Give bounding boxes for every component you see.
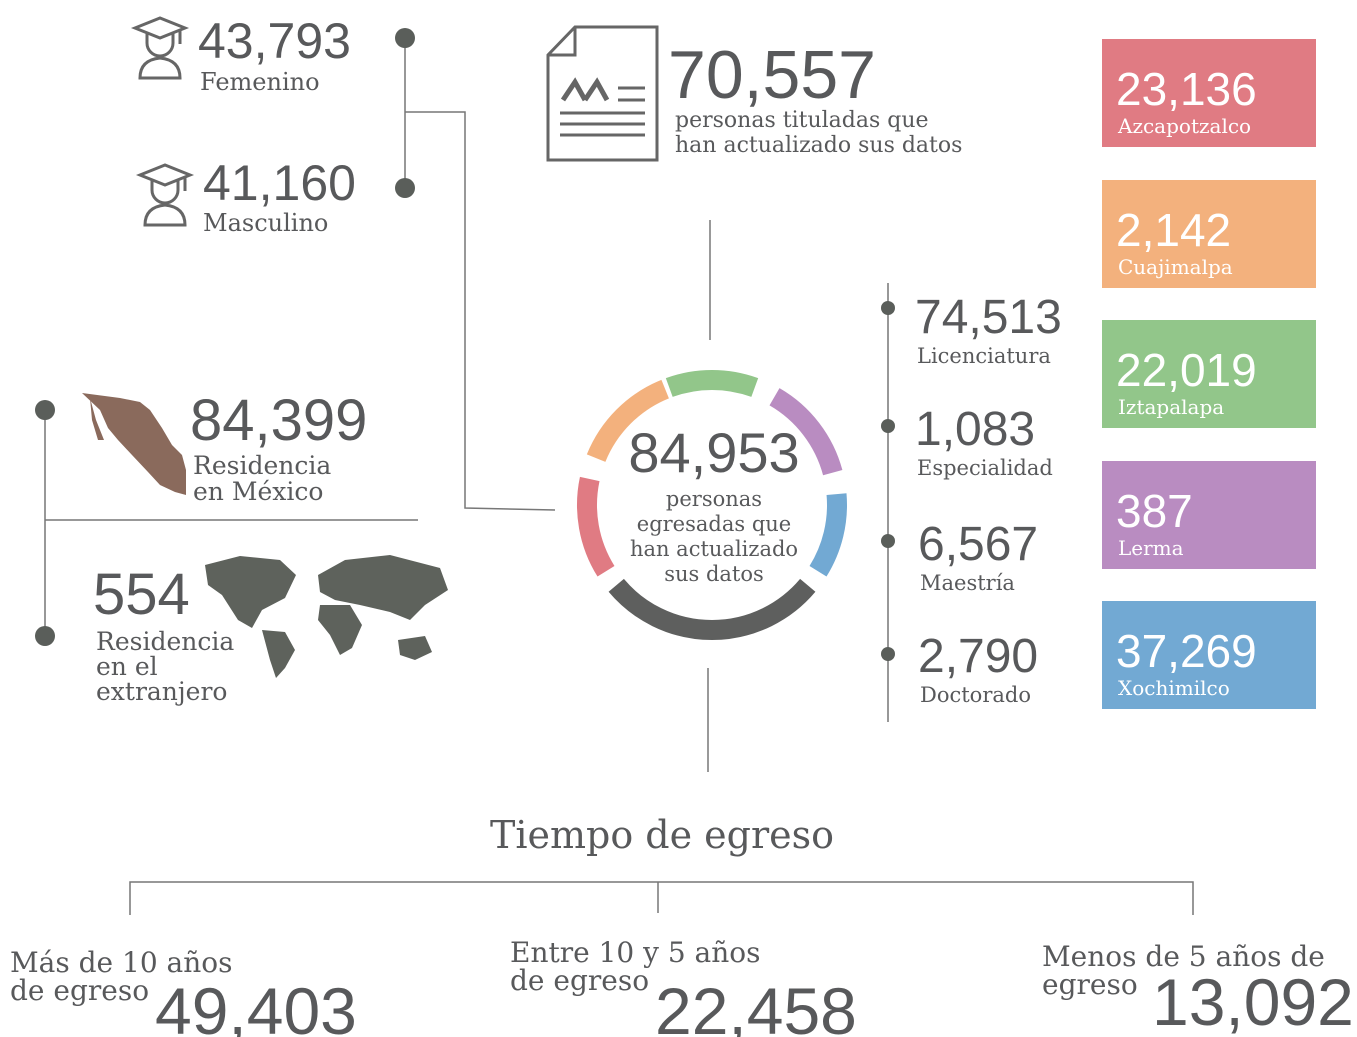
campus-box (1102, 39, 1316, 147)
campus-box (1102, 601, 1316, 709)
level-value: 6,567 (918, 518, 1038, 571)
egress-label: Más de 10 años (10, 946, 233, 979)
residence-label: en el (96, 652, 158, 681)
campus-box (1102, 320, 1316, 428)
titled-label: personas tituladas que (675, 108, 929, 133)
campus-label: Azcapotzalco (1117, 114, 1251, 138)
egress-label: Menos de 5 años de (1042, 940, 1325, 973)
ring-segment (769, 388, 843, 476)
campus-label: Xochimilco (1118, 676, 1230, 700)
campus-box (1102, 180, 1316, 288)
connectors (35, 28, 1194, 915)
ring-segment (577, 476, 615, 577)
campus-value: 23,136 (1116, 63, 1257, 115)
ring (577, 370, 847, 640)
document-icon (546, 25, 659, 162)
ring-segment (586, 379, 670, 463)
campus-label: Lerma (1118, 536, 1184, 560)
level-value: 74,513 (915, 291, 1062, 344)
ring-segment (608, 578, 816, 640)
residence-value: 554 (93, 562, 190, 627)
ring-segment (809, 493, 847, 577)
egress-value: 22,458 (655, 974, 857, 1037)
campus-value: 387 (1116, 485, 1193, 537)
gender-label: Femenino (200, 68, 320, 96)
world-map (205, 555, 448, 678)
graduate-icons (130, 16, 195, 227)
residence-value: 84,399 (190, 388, 367, 453)
residence-label: Residencia (96, 627, 234, 656)
total-label: personas (666, 487, 762, 511)
total-label: egresadas que (637, 512, 791, 536)
egress-label: egreso (1042, 968, 1138, 1001)
campus-label: Iztapalapa (1118, 395, 1224, 419)
egress-title: Tiempo de egreso (490, 813, 834, 857)
titled-label: han actualizado sus datos (675, 133, 962, 158)
residence-label: Residencia (193, 451, 331, 480)
level-label: Doctorado (920, 683, 1031, 707)
campus-value: 2,142 (1116, 204, 1231, 256)
campus-label: Cuajimalpa (1118, 255, 1233, 279)
level-value: 2,790 (918, 630, 1038, 683)
level-label: Licenciatura (917, 344, 1051, 368)
titled-value: 70,557 (668, 37, 876, 113)
gender-label: Masculino (203, 209, 328, 237)
campus-box (1102, 461, 1316, 569)
total-label: han actualizado (630, 537, 798, 561)
mexico-map (82, 393, 186, 495)
campus-value: 22,019 (1116, 344, 1257, 396)
level-value: 1,083 (915, 403, 1035, 456)
total-value: 84,953 (628, 421, 799, 484)
gender-value: 43,793 (198, 13, 351, 69)
egress-label: Entre 10 y 5 años (510, 936, 761, 969)
ring-segment (665, 370, 759, 398)
egress-value: 13,092 (1152, 965, 1354, 1037)
residence-label: en México (193, 477, 323, 506)
total-label: sus datos (664, 562, 764, 586)
residence-label: extranjero (96, 677, 227, 706)
level-label: Maestría (920, 571, 1015, 595)
campus-value: 37,269 (1116, 625, 1257, 677)
level-label: Especialidad (917, 456, 1053, 480)
egress-label: de egreso (510, 964, 649, 997)
egress-value: 49,403 (155, 974, 357, 1037)
gender-value: 41,160 (203, 155, 356, 211)
egress-label: de egreso (10, 974, 149, 1007)
